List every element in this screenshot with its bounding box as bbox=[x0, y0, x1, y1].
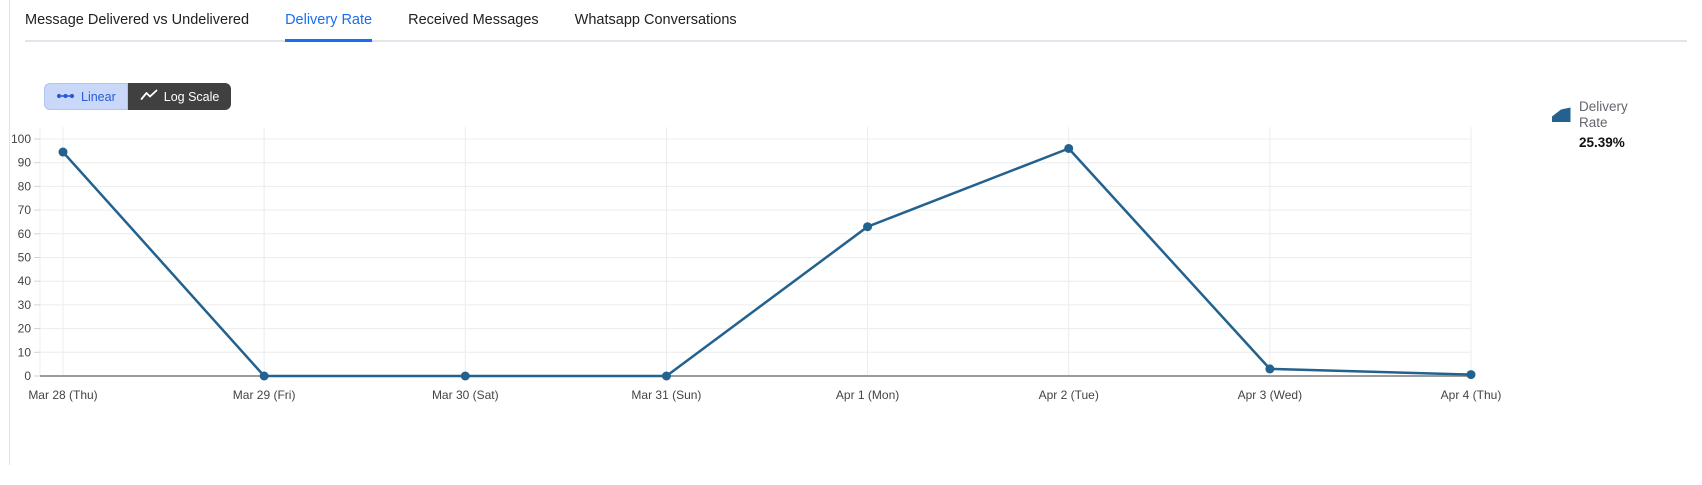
delivery-rate-line bbox=[61, 147, 1473, 378]
data-point[interactable] bbox=[1265, 364, 1275, 374]
legend-value: 25.39% bbox=[1579, 134, 1625, 150]
x-tick-label: Apr 2 (Tue) bbox=[1039, 388, 1099, 402]
tab-message-delivered-vs-undelivered[interactable]: Message Delivered vs Undelivered bbox=[25, 12, 250, 28]
data-point[interactable] bbox=[1064, 143, 1074, 153]
legend-item-delivery-rate[interactable]: Delivery Rate 25.39% bbox=[1552, 99, 1641, 150]
x-tick-label: Apr 4 (Thu) bbox=[1441, 388, 1502, 402]
report-tabs: Message Delivered vs Undelivered Deliver… bbox=[25, 12, 1687, 42]
linear-scale-label: Linear bbox=[81, 89, 116, 104]
data-point[interactable] bbox=[661, 371, 671, 381]
zigzag-line-icon bbox=[140, 89, 158, 104]
y-tick-label: 100 bbox=[11, 132, 31, 146]
x-tick-label: Mar 29 (Fri) bbox=[233, 388, 296, 402]
data-point[interactable] bbox=[259, 371, 269, 381]
y-tick-label: 30 bbox=[18, 298, 32, 312]
y-tick-label: 60 bbox=[18, 227, 32, 241]
y-tick-label: 0 bbox=[24, 369, 31, 383]
y-tick-label: 20 bbox=[18, 322, 32, 336]
y-tick-label: 80 bbox=[18, 179, 32, 193]
legend-text: Delivery Rate 25.39% bbox=[1579, 99, 1641, 150]
x-tick-label: Apr 3 (Wed) bbox=[1238, 388, 1302, 402]
x-tick-label: Mar 28 (Thu) bbox=[28, 388, 97, 402]
data-point[interactable] bbox=[460, 371, 470, 381]
log-scale-label: Log Scale bbox=[163, 89, 220, 104]
linear-scale-button[interactable]: Linear bbox=[44, 83, 128, 110]
data-point[interactable] bbox=[58, 147, 68, 157]
data-point[interactable] bbox=[1466, 370, 1476, 380]
x-tick-label: Apr 1 (Mon) bbox=[836, 388, 899, 402]
tab-received-messages[interactable]: Received Messages bbox=[408, 12, 539, 28]
dots-line-icon bbox=[56, 90, 75, 104]
y-tick-label: 40 bbox=[18, 274, 32, 288]
legend-label: Delivery Rate bbox=[1579, 99, 1628, 131]
left-panel-divider bbox=[9, 0, 10, 465]
y-tick-label: 70 bbox=[18, 203, 32, 217]
tab-whatsapp-conversations[interactable]: Whatsapp Conversations bbox=[574, 12, 737, 28]
x-tick-label: Mar 31 (Sun) bbox=[631, 388, 701, 402]
x-tick-label: Mar 30 (Sat) bbox=[432, 388, 499, 402]
scale-toggle: Linear Log Scale bbox=[44, 83, 232, 110]
y-tick-label: 50 bbox=[18, 251, 32, 265]
area-chart-icon bbox=[1552, 105, 1571, 128]
y-tick-label: 10 bbox=[18, 345, 32, 359]
tab-delivery-rate[interactable]: Delivery Rate bbox=[285, 12, 373, 42]
y-tick-label: 90 bbox=[18, 156, 32, 170]
data-point[interactable] bbox=[863, 222, 873, 232]
log-scale-button[interactable]: Log Scale bbox=[127, 83, 232, 110]
